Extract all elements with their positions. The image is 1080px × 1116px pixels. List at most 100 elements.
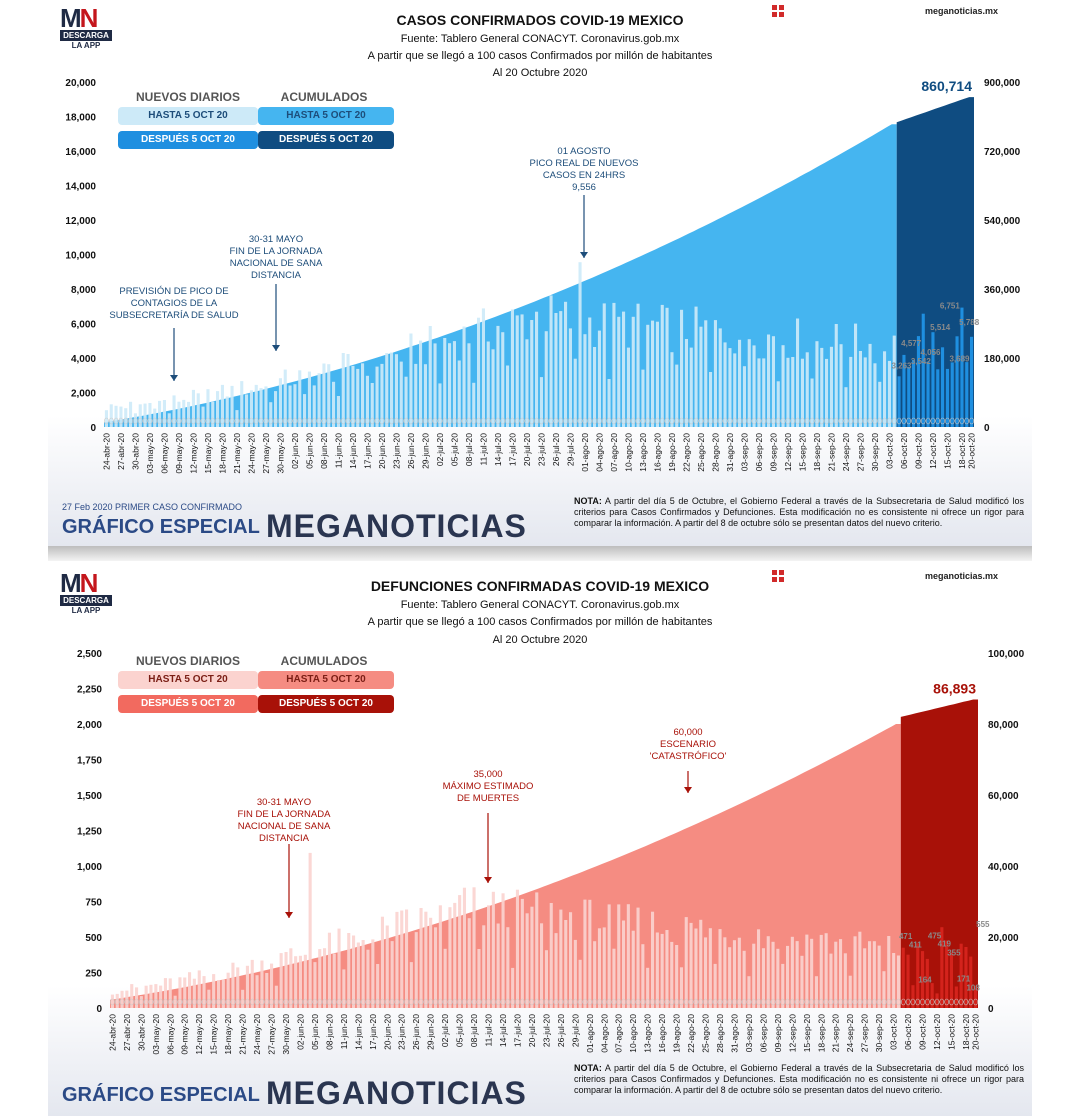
annotation-text: DISTANCIA [251, 270, 302, 281]
y-right-tick: 100,000 [988, 649, 1025, 660]
baseline-marker [669, 417, 675, 425]
baseline-marker [510, 417, 515, 425]
daily-bar [270, 963, 274, 1008]
daily-bar [940, 927, 944, 1008]
baseline-marker [201, 998, 207, 1006]
x-tick-label: 12-oct-20 [928, 433, 938, 469]
daily-bar [877, 945, 881, 1008]
x-tick-label: 06-oct-20 [903, 1014, 913, 1050]
daily-bar [631, 316, 635, 427]
x-tick-label: 30-abr-20 [136, 1014, 146, 1051]
daily-bar [791, 357, 795, 427]
daily-bar [192, 978, 196, 1008]
daily-bar [612, 302, 616, 427]
x-tick-label: 02-jun-20 [290, 433, 300, 469]
x-tick-label: 12-sep-20 [783, 433, 793, 472]
daily-bar [848, 975, 852, 1008]
x-tick-label: 09-sep-20 [768, 433, 778, 472]
daily-bar [853, 936, 857, 1008]
baseline-marker [476, 998, 482, 1006]
x-tick-label: 08-jun-20 [324, 1014, 334, 1050]
daily-bar [501, 893, 505, 1008]
daily-bar [278, 378, 282, 427]
baseline-marker [829, 417, 834, 425]
baseline-marker [896, 417, 902, 425]
mn-logo[interactable]: MN DESCARGA LA APP [60, 570, 112, 615]
baseline-marker [113, 417, 119, 425]
daily-bar [177, 401, 181, 427]
legend-nuevos-hasta: HASTA 5 OCT 20 [118, 107, 258, 125]
daily-bar [491, 891, 495, 1008]
daily-bar [679, 967, 683, 1008]
daily-bar [694, 306, 698, 427]
annotation-text: SUBSECRETARÍA DE SALUD [109, 310, 238, 321]
x-tick-label: 30-sep-20 [874, 1014, 884, 1053]
daily-bar [409, 333, 413, 427]
daily-bar [583, 899, 587, 1008]
daily-bar [283, 369, 287, 427]
baseline-marker [529, 998, 535, 1006]
baseline-marker [384, 998, 390, 1006]
daily-bar [757, 929, 761, 1008]
baseline-marker [143, 998, 149, 1006]
baseline-marker [780, 998, 786, 1006]
daily-bar [950, 362, 954, 427]
x-tick-label: 21-sep-20 [826, 433, 836, 472]
daily-bar [434, 927, 438, 1008]
daily-bar [423, 364, 427, 427]
baseline-marker [274, 998, 279, 1006]
baseline-marker [548, 417, 554, 425]
daily-bar [148, 403, 152, 427]
baseline-marker [447, 417, 452, 425]
baseline-marker [626, 417, 631, 425]
baseline-marker [118, 417, 124, 425]
site-label[interactable]: meganoticias.mx [924, 571, 998, 581]
daily-bar [892, 953, 896, 1008]
baseline-marker [809, 998, 814, 1006]
y-right-tick: 360,000 [984, 285, 1021, 296]
baseline-marker [679, 998, 684, 1006]
y-left-tick: 250 [85, 969, 102, 980]
x-tick-label: 11-jun-20 [333, 433, 343, 469]
annotation-text: 60,000 [673, 727, 702, 738]
baseline-marker [263, 417, 269, 425]
bar-value-label: 3,263 [891, 362, 912, 371]
mn-logo[interactable]: MN DESCARGA LA APP [60, 5, 112, 50]
daily-bar [665, 930, 669, 1008]
daily-bar [405, 909, 409, 1008]
x-tick-label: 25-ago-20 [701, 1014, 711, 1053]
baseline-marker [616, 417, 622, 425]
daily-bar [771, 941, 775, 1008]
baseline-marker [929, 998, 935, 1006]
annotation-text: MÁXIMO ESTIMADO [443, 781, 534, 792]
baseline-marker [462, 998, 467, 1006]
x-tick-label: 12-may-20 [188, 433, 198, 474]
baseline-marker [630, 417, 636, 425]
baseline-marker [129, 998, 135, 1006]
daily-bar [974, 986, 978, 1008]
baseline-marker [616, 998, 622, 1006]
daily-bar [655, 321, 659, 427]
chart-subtitle-3: Al 20 Octubre 2020 [492, 634, 588, 646]
baseline-marker [761, 998, 766, 1006]
daily-bar [462, 887, 466, 1008]
baseline-marker [215, 417, 220, 425]
baseline-marker [935, 417, 941, 425]
baseline-marker [505, 998, 511, 1006]
chart-subtitle-1: Fuente: Tablero General CONACYT. Coronav… [400, 33, 680, 45]
daily-bar [602, 927, 606, 1008]
daily-bar [264, 386, 268, 427]
daily-bar [916, 943, 920, 1008]
logo-app: LA APP [71, 606, 101, 615]
baseline-marker [630, 998, 636, 1006]
daily-bar [766, 936, 770, 1008]
daily-bar [723, 937, 727, 1008]
baseline-marker [403, 417, 409, 425]
daily-bar [288, 385, 292, 427]
baseline-marker [278, 417, 283, 425]
site-label[interactable]: meganoticias.mx [924, 6, 998, 16]
x-tick-label: 21-sep-20 [831, 1014, 841, 1053]
x-tick-label: 23-jul-20 [541, 1014, 551, 1047]
baseline-marker [592, 998, 597, 1006]
baseline-marker [177, 998, 183, 1006]
